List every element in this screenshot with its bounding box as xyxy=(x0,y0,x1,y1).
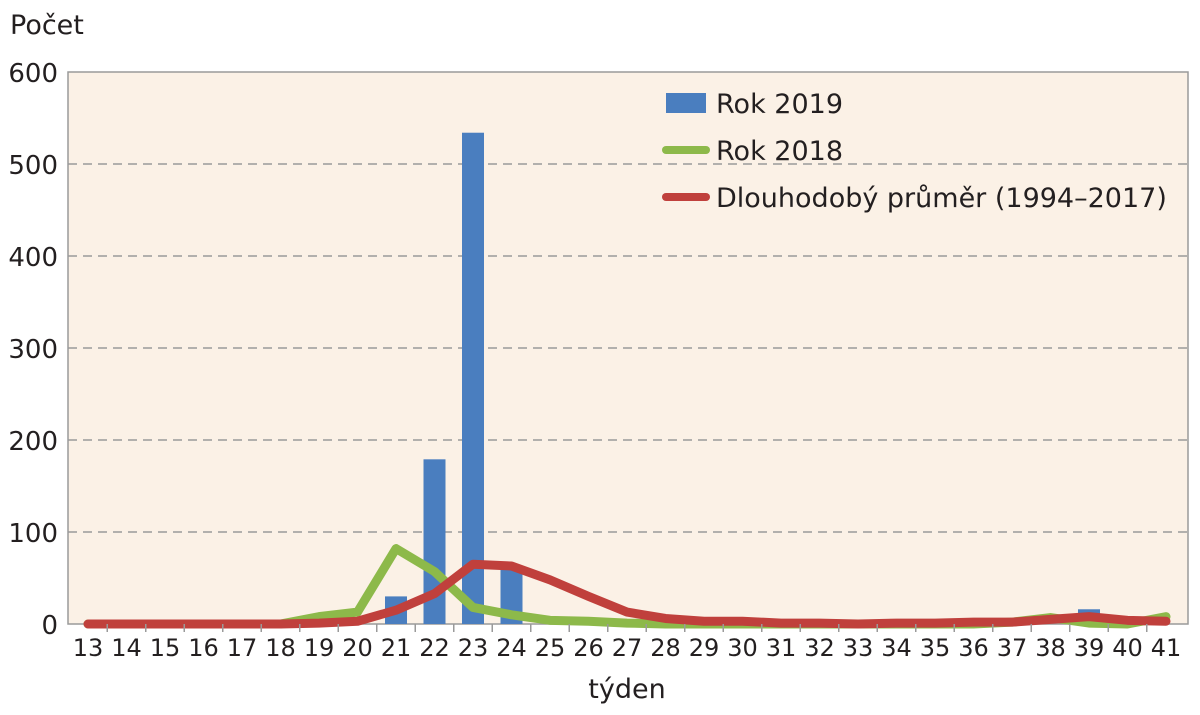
x-tick-label: 21 xyxy=(381,634,412,662)
x-tick-label: 27 xyxy=(612,634,643,662)
x-tick-label: 40 xyxy=(1112,634,1143,662)
x-tick-label: 18 xyxy=(265,634,296,662)
x-tick-label: 36 xyxy=(958,634,989,662)
y-tick-label: 300 xyxy=(8,335,58,365)
x-tick-label: 14 xyxy=(111,634,142,662)
y-tick-label: 100 xyxy=(8,519,58,549)
x-tick-label: 19 xyxy=(304,634,335,662)
x-tick-label: 13 xyxy=(73,634,104,662)
x-tick-label: 33 xyxy=(843,634,874,662)
x-tick-label: 41 xyxy=(1151,634,1182,662)
x-axis-label: týden xyxy=(588,674,665,705)
x-tick-label: 38 xyxy=(1035,634,1066,662)
x-tick-label: 39 xyxy=(1074,634,1105,662)
x-tick-label: 20 xyxy=(342,634,373,662)
x-tick-label: 29 xyxy=(689,634,720,662)
legend-swatch xyxy=(666,93,706,113)
x-tick-label: 32 xyxy=(804,634,835,662)
x-tick-label: 26 xyxy=(573,634,604,662)
y-axis-label: Počet xyxy=(10,10,84,41)
x-tick-label: 31 xyxy=(766,634,797,662)
y-tick-label: 500 xyxy=(8,151,58,181)
x-tick-label: 25 xyxy=(535,634,566,662)
x-tick-label: 34 xyxy=(881,634,912,662)
y-tick-label: 600 xyxy=(8,59,58,89)
y-tick-label: 400 xyxy=(8,243,58,273)
x-tick-label: 15 xyxy=(150,634,181,662)
y-tick-label: 200 xyxy=(8,427,58,457)
y-tick-label: 0 xyxy=(41,611,58,641)
x-tick-label: 35 xyxy=(920,634,951,662)
x-tick-label: 24 xyxy=(496,634,527,662)
x-tick-label: 37 xyxy=(997,634,1028,662)
series-line xyxy=(83,559,1171,629)
legend-label: Rok 2019 xyxy=(716,89,843,120)
legend-label: Rok 2018 xyxy=(716,136,843,167)
x-tick-label: 28 xyxy=(650,634,681,662)
legend-label: Dlouhodobý průměr (1994–2017) xyxy=(716,183,1167,214)
bar xyxy=(462,132,484,624)
x-tick-label: 17 xyxy=(227,634,258,662)
x-tick-label: 22 xyxy=(419,634,450,662)
x-tick-label: 30 xyxy=(727,634,758,662)
x-tick-label: 16 xyxy=(188,634,219,662)
x-tick-label: 23 xyxy=(458,634,489,662)
